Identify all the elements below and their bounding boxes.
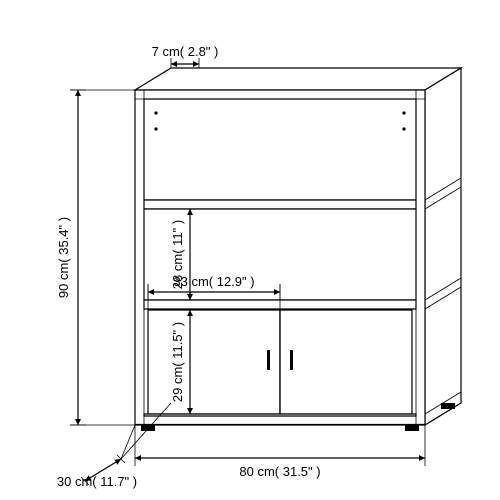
dim-overall-height: 90 cm( 35.4" ): [56, 217, 71, 298]
dim-overall-width: 80 cm( 31.5" ): [239, 464, 320, 479]
dim-top-inset: 7 cm( 2.8" ): [152, 44, 219, 59]
dim-door-width: 33 cm( 12.9" ): [173, 274, 254, 289]
furniture-svg: 90 cm( 35.4" ) 80 cm( 31.5" ) 30 cm( 11.7"…: [0, 0, 500, 500]
dim-overall-depth: 30 cm( 11.7" ): [57, 474, 137, 489]
diagram-root: { "meta": { "type": "dimensioned-furnitu…: [0, 0, 500, 500]
dim-door-height: 29 cm( 11.5" ): [170, 322, 185, 402]
